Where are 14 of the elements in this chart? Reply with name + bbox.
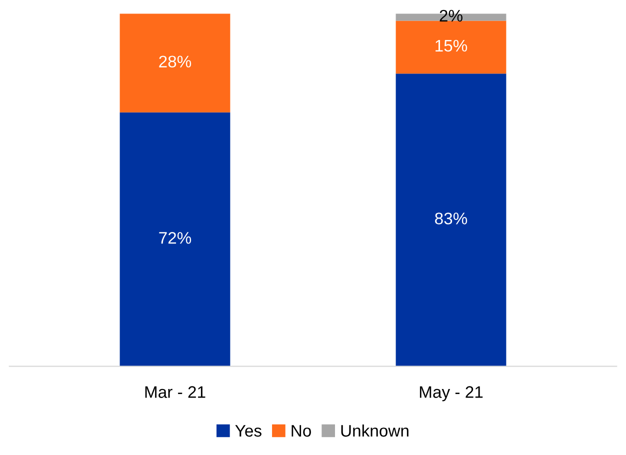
bar (120, 14, 230, 112)
bar (396, 74, 506, 366)
legend-label: No (292, 425, 311, 437)
data-label: 72% (159, 232, 192, 244)
data-label: 2% (440, 10, 462, 22)
bar (396, 20, 506, 74)
data-label: 28% (159, 56, 192, 68)
legend-label: Yes (235, 425, 262, 437)
bar (120, 112, 230, 366)
x-tick-label: Mar - 21 (145, 386, 206, 398)
x-tick-label: May - 21 (420, 386, 483, 402)
data-label: 15% (436, 40, 468, 52)
legend-label: Unknown (341, 424, 408, 437)
data-label: 83% (435, 212, 468, 224)
